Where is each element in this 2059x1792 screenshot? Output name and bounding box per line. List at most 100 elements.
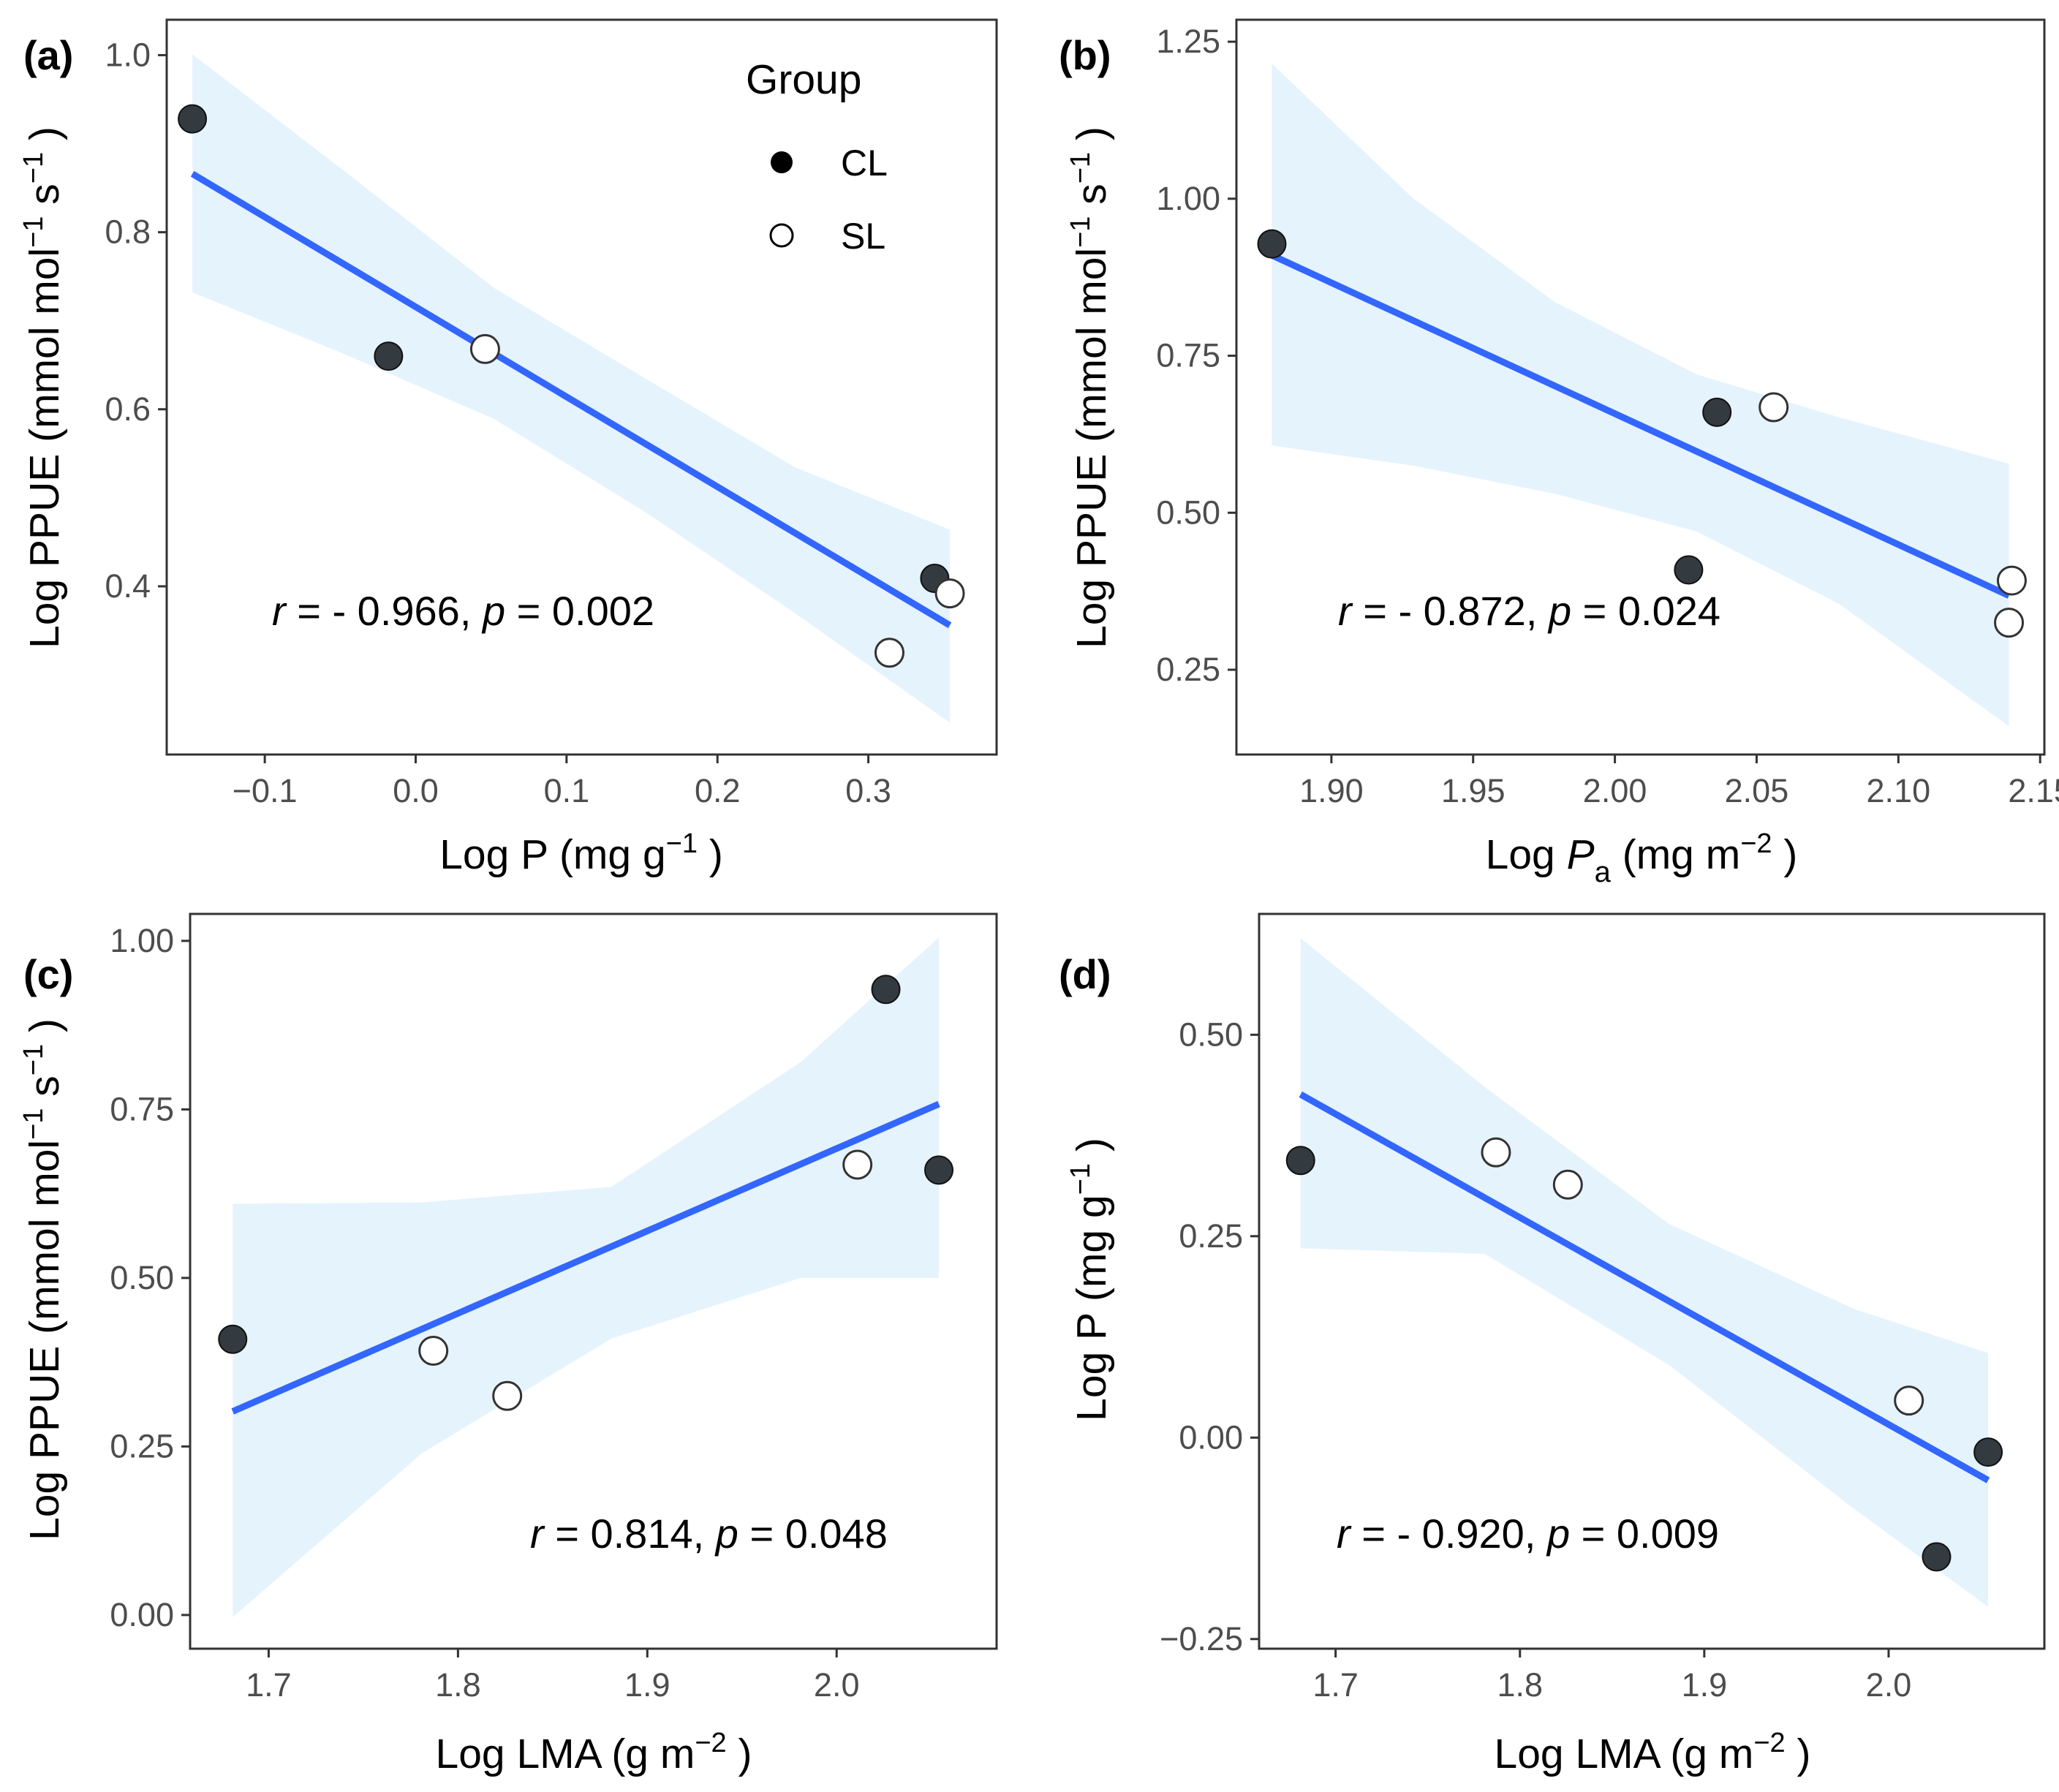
data-point-d-6-cl [1973, 1437, 2003, 1467]
x-tick-label-b: 2.05 [1725, 772, 1789, 809]
x-tick-label-b: 2.00 [1583, 772, 1647, 809]
x-tick-label-d: 1.8 [1497, 1666, 1543, 1704]
legend-key-cl [771, 151, 793, 173]
y-tick-label-b: 0.25 [1156, 651, 1220, 688]
data-point-c-3-sl [492, 1380, 523, 1411]
data-point-a-6-sl [934, 578, 965, 609]
legend-key-sl [769, 223, 794, 248]
confidence-band-b [1272, 64, 2009, 727]
regression-line-d [1299, 1091, 1990, 1483]
x-tick-label-d: 1.7 [1312, 1666, 1359, 1704]
y-tick-label-b: 1.00 [1156, 180, 1220, 217]
legend-label-cl: CL [841, 143, 888, 184]
y-tick-label-c: 0.25 [110, 1427, 174, 1464]
axis-ticks-c: 1.7 1.8 1.9 2.0 0.00 0.25 0.50 0.75 1.00 [110, 922, 859, 1704]
panel-c: (c) Log LMA (g m−2 ) Log PPUE (mmol mol−… [18, 912, 998, 1777]
panel-label-a: (a) [23, 32, 73, 78]
plot-area-a [178, 54, 965, 723]
plot-area-b [1257, 64, 2027, 727]
x-axis-title-d: Log LMA (g m−2 ) [1495, 1728, 1811, 1777]
y-tick-label-c: 1.00 [110, 922, 174, 959]
data-point-b-4-sl [1758, 392, 1789, 423]
data-point-d-4-sl [1894, 1385, 1924, 1416]
x-tick-label-a: 0.1 [544, 772, 590, 809]
panel-label-c: (c) [23, 951, 73, 997]
x-tick-label-b: 2.15 [2008, 772, 2059, 809]
panel-label-b: (b) [1059, 32, 1111, 78]
data-point-c-2-sl [418, 1335, 449, 1366]
panel-d: (d) Log LMA (g m−2 ) Log P (mg g−1 ) r =… [1059, 912, 2046, 1777]
axis-ticks-a: −0.1 0.0 0.1 0.2 0.3 0.4 0.6 0.8 1.0 [105, 36, 891, 809]
stat-annotation-d: r = - 0.920, p = 0.009 [1337, 1511, 1719, 1557]
data-point-b-6-sl [1996, 565, 2027, 596]
legend-title: Group [746, 56, 861, 103]
y-tick-label-d: −0.25 [1160, 1620, 1243, 1657]
y-tick-label-d: 0.25 [1179, 1217, 1243, 1255]
data-point-d-2-sl [1481, 1137, 1511, 1168]
x-tick-label-a: 0.0 [393, 772, 439, 809]
plot-area-c [218, 937, 954, 1617]
y-tick-label-b: 0.75 [1156, 337, 1220, 374]
x-tick-label-b: 1.95 [1441, 772, 1505, 809]
x-tick-label-c: 1.8 [435, 1666, 481, 1704]
confidence-band-a [192, 54, 951, 723]
x-tick-label-b: 2.10 [1867, 772, 1931, 809]
data-point-d-5-cl [1922, 1542, 1952, 1572]
data-point-c-6-cl [924, 1155, 954, 1185]
y-axis-title-d: Log P (mg g−1 ) [1065, 1138, 1115, 1421]
y-tick-label-a: 0.6 [105, 390, 151, 428]
x-tick-label-a: 0.2 [695, 772, 741, 809]
data-point-d-3-sl [1552, 1169, 1583, 1200]
y-tick-label-c: 0.75 [110, 1090, 174, 1127]
axis-ticks-d: 1.7 1.8 1.9 2.0 −0.25 0.00 0.25 0.50 [1160, 1016, 1911, 1704]
x-tick-label-a: −0.1 [233, 772, 298, 809]
x-tick-label-d: 2.0 [1866, 1666, 1912, 1704]
y-tick-label-d: 0.50 [1179, 1016, 1243, 1053]
data-point-b-2-cl [1674, 555, 1704, 585]
regression-line-c [231, 1100, 940, 1415]
data-point-c-4-sl [842, 1149, 873, 1180]
data-point-d-1-cl [1285, 1146, 1315, 1176]
panel-label-d: (d) [1059, 951, 1111, 997]
x-tick-label-a: 0.3 [845, 772, 891, 809]
y-axis-title-b: Log PPUE (mmol mol−1 s−1 ) [1065, 126, 1115, 649]
stat-annotation-b: r = - 0.872, p = 0.024 [1338, 588, 1720, 634]
data-point-a-4-sl [874, 638, 904, 668]
data-point-a-1-cl [178, 104, 208, 134]
x-tick-label-d: 1.9 [1682, 1666, 1728, 1704]
data-point-b-5-sl [1994, 608, 2025, 638]
regression-line-a [190, 170, 952, 629]
y-tick-label-d: 0.00 [1179, 1418, 1243, 1456]
panel-a: (a) Log P (mg g−1 ) Log PPUE (mmol mol−1… [18, 18, 998, 878]
y-tick-label-b: 1.25 [1156, 23, 1220, 60]
x-tick-label-c: 1.9 [624, 1666, 670, 1704]
stat-annotation-c: r = 0.814, p = 0.048 [530, 1511, 888, 1557]
legend-label-sl: SL [841, 216, 885, 257]
y-tick-label-a: 1.0 [105, 36, 151, 73]
data-point-c-5-cl [871, 975, 901, 1005]
y-tick-label-c: 0.50 [110, 1259, 174, 1296]
axis-ticks-b: 1.90 1.95 2.00 2.05 2.10 2.15 0.25 0.50 0.75 1.00… [1156, 23, 2059, 809]
x-tick-label-c: 1.7 [246, 1666, 292, 1704]
legend: Group CL SL [746, 56, 888, 257]
y-tick-label-b: 0.50 [1156, 494, 1220, 531]
confidence-band-c [233, 937, 939, 1617]
data-point-b-3-cl [1702, 397, 1732, 427]
stat-annotation-a: r = - 0.966, p = 0.002 [272, 588, 654, 634]
x-axis-title-c: Log LMA (g m−2 ) [436, 1728, 752, 1777]
regression-line-b [1270, 252, 2011, 599]
y-tick-label-a: 0.8 [105, 213, 151, 251]
x-tick-label-c: 2.0 [814, 1666, 860, 1704]
x-axis-title-a: Log P (mg g−1 ) [439, 828, 723, 878]
x-tick-label-b: 1.90 [1299, 772, 1364, 809]
confidence-band-d [1300, 938, 1989, 1607]
data-point-a-3-sl [469, 333, 500, 364]
plot-area-d [1285, 938, 2003, 1607]
y-tick-label-a: 0.4 [105, 567, 151, 605]
x-axis-title-b: Log Pa (mg m−2 ) [1486, 828, 1798, 888]
data-point-b-1-cl [1257, 229, 1287, 259]
y-axis-title-a: Log PPUE (mmol mol−1 s−1 ) [18, 126, 68, 649]
y-tick-label-c: 0.00 [110, 1596, 174, 1633]
data-point-a-2-cl [374, 341, 404, 371]
